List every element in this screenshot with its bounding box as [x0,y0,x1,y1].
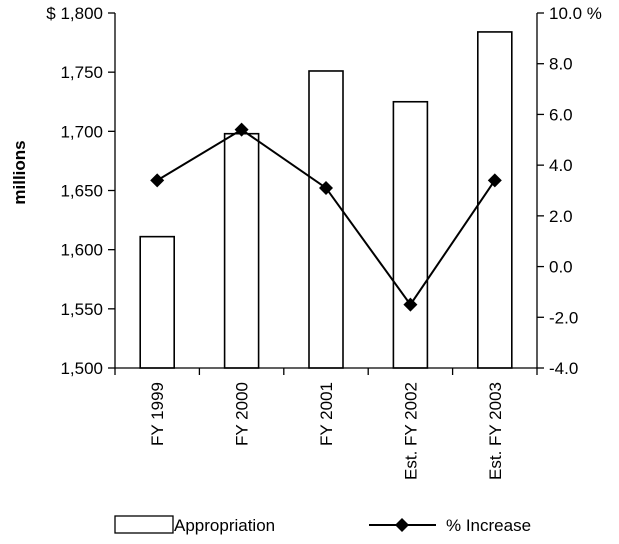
legend-line-label: % Increase [446,516,531,535]
y2-tick-label: 6.0 [549,105,573,124]
y2-tick-label: -2.0 [549,308,578,327]
bar [223,132,260,369]
y2-tick-label: -4.0 [549,359,578,378]
diamond-marker [150,173,165,188]
x-tick-label: FY 2000 [233,382,252,446]
bar [139,235,175,369]
y-tick-label: 1,750 [60,63,103,82]
legend: Appropriation % Increase [114,515,531,535]
line-series-layer [150,122,502,312]
x-tick-label: FY 1999 [148,382,167,446]
diamond-marker [403,297,418,312]
bar [476,31,513,369]
diamond-marker [487,173,502,188]
y-tick-label: 1,700 [60,122,103,141]
legend-bar-swatch [114,515,174,534]
diamond-marker [319,180,333,195]
bar [392,100,429,369]
ticks-layer: $ 1,800 1,750 1,700 1,650 1,600 1,550 1,500 10.… [46,4,602,480]
y-axis-label: millions [10,140,29,204]
legend-diamond-marker [395,518,409,532]
y2-tick-label: 8.0 [549,55,573,74]
x-tick-label: Est. FY 2003 [486,382,505,480]
bar [308,70,344,369]
y2-tick-label: 0.0 [549,258,573,277]
y-tick-label: $ 1,800 [46,4,103,23]
y-tick-label: 1,500 [60,359,103,378]
bars-layer [139,31,513,369]
y2-tick-label: 2.0 [549,207,573,226]
y-tick-label: 1,600 [60,241,103,260]
diamond-marker [234,122,249,137]
y2-tick-label: 4.0 [549,156,573,175]
y-tick-label: 1,550 [60,300,103,319]
y2-tick-label: 10.0 % [549,4,602,23]
y-tick-label: 1,650 [60,182,103,201]
x-tick-label: Est. FY 2002 [401,382,420,480]
legend-bar-label: Appropriation [174,516,275,535]
x-tick-label: FY 2001 [317,382,336,446]
